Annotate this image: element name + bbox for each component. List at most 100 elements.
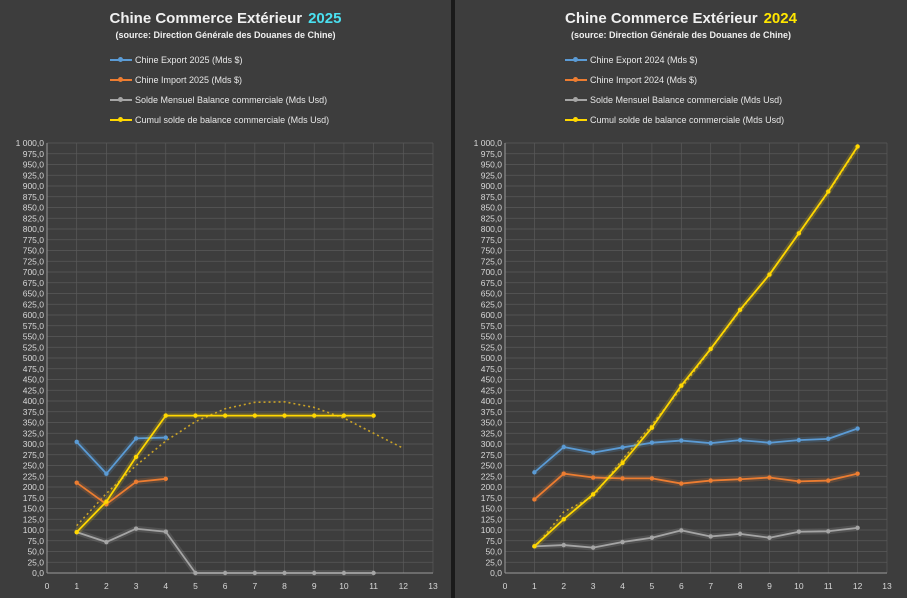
y-tick-label: 400,0: [481, 396, 503, 406]
y-tick-label: 650,0: [23, 289, 45, 299]
series-line: [533, 427, 858, 474]
x-tick-label: 1: [74, 581, 79, 591]
data-point: [133, 436, 139, 441]
y-tick-label: 550,0: [481, 332, 503, 342]
data-point: [826, 436, 831, 442]
y-tick-label: 475,0: [23, 364, 45, 374]
data-point: [590, 475, 596, 480]
y-tick-label: 750,0: [481, 246, 503, 256]
data-point: [796, 437, 802, 443]
data-point: [796, 529, 802, 534]
chart-2024-plot: 0,025,050,075,0100,0125,0150,0175,0200,0…: [474, 138, 892, 591]
series-line: [76, 477, 166, 506]
series-glow: [532, 144, 861, 549]
y-tick-label: 700,0: [481, 267, 503, 277]
y-tick-label: 400,0: [23, 396, 45, 406]
chart-subtitle: (source: Direction Générale des Douanes …: [570, 30, 792, 40]
y-tick-label: 875,0: [481, 192, 503, 202]
y-tick-label: 725,0: [23, 256, 45, 266]
y-tick-label: 675,0: [23, 278, 45, 288]
series-glow: [532, 470, 859, 502]
data-point: [133, 479, 139, 485]
data-point: [590, 492, 596, 497]
data-point: [767, 440, 772, 445]
data-point: [252, 570, 258, 576]
data-point: [620, 539, 625, 545]
y-tick-label: 325,0: [481, 428, 503, 438]
series-line: [533, 472, 858, 501]
y-tick-label: 900,0: [23, 181, 45, 191]
x-tick-label: 6: [223, 581, 228, 591]
data-point: [649, 440, 655, 445]
data-point: [371, 570, 376, 576]
series-cumul: [74, 412, 376, 535]
series-export: [532, 425, 860, 475]
y-tick-label: 450,0: [481, 375, 503, 385]
data-point: [826, 529, 831, 534]
series-solde: [532, 524, 860, 551]
data-point: [708, 478, 713, 483]
data-point: [222, 570, 228, 576]
data-point: [590, 450, 596, 455]
series-line: [533, 145, 859, 548]
y-tick-label: 625,0: [23, 299, 45, 309]
data-point: [163, 476, 168, 482]
data-point: [620, 460, 625, 466]
y-tick-label: 875,0: [23, 192, 45, 202]
x-tick-label: 5: [650, 581, 655, 591]
y-tick-label: 125,0: [23, 514, 45, 524]
legend-label: Cumul solde de balance commerciale (Mds …: [590, 115, 785, 125]
y-tick-label: 450,0: [23, 375, 45, 385]
data-point: [855, 525, 860, 531]
y-tick-label: 300,0: [23, 439, 45, 449]
data-point: [796, 479, 802, 484]
x-tick-label: 4: [620, 581, 625, 591]
y-tick-label: 950,0: [23, 160, 45, 170]
y-tick-label: 50,0: [485, 547, 502, 557]
y-tick-label: 750,0: [23, 246, 45, 256]
data-point: [74, 439, 79, 445]
y-tick-label: 300,0: [481, 439, 503, 449]
data-point: [193, 413, 198, 418]
chart-panel-2024: 0,0 25,0 50,0 75,0 100,0 125,0 150,0 175,0 200,0…: [455, 0, 907, 598]
data-point: [767, 535, 772, 540]
data-point: [649, 535, 655, 540]
y-tick-label: 825,0: [481, 213, 503, 223]
x-tick-label: 11: [824, 581, 833, 591]
data-point: [708, 346, 713, 352]
y-tick-label: 925,0: [481, 170, 503, 180]
y-tick-label: 575,0: [23, 321, 45, 331]
y-tick-label: 350,0: [481, 418, 503, 428]
x-tick-label: 9: [767, 581, 772, 591]
data-point: [104, 499, 109, 504]
data-point: [855, 471, 860, 476]
data-point: [649, 476, 655, 481]
y-tick-label: 100,0: [481, 525, 503, 535]
x-tick-label: 7: [708, 581, 713, 591]
data-point: [104, 539, 109, 545]
y-tick-label: 925,0: [23, 170, 45, 180]
y-tick-label: 500,0: [23, 353, 45, 363]
data-point: [737, 531, 743, 537]
y-tick-label: 900,0: [481, 181, 503, 191]
data-point: [561, 444, 566, 450]
legend-label: Solde Mensuel Balance commerciale (Mds U…: [135, 95, 328, 105]
data-point: [679, 481, 684, 486]
y-tick-label: 200,0: [481, 482, 503, 492]
x-tick-label: 6: [679, 581, 684, 591]
x-tick-label: 10: [339, 581, 349, 591]
trendline-polynomial: [76, 401, 404, 527]
x-tick-label: 8: [738, 581, 743, 591]
y-tick-label: 975,0: [481, 149, 503, 159]
x-tick-label: 4: [163, 581, 168, 591]
data-point: [649, 425, 655, 430]
y-tick-label: 850,0: [23, 203, 45, 213]
series-line: [76, 436, 166, 475]
x-tick-label: 13: [428, 581, 438, 591]
data-point: [163, 413, 168, 418]
y-tick-label: 225,0: [481, 471, 503, 481]
data-point: [104, 471, 109, 476]
data-point: [193, 570, 198, 576]
gridlines: [46, 142, 434, 574]
data-point: [737, 307, 743, 313]
